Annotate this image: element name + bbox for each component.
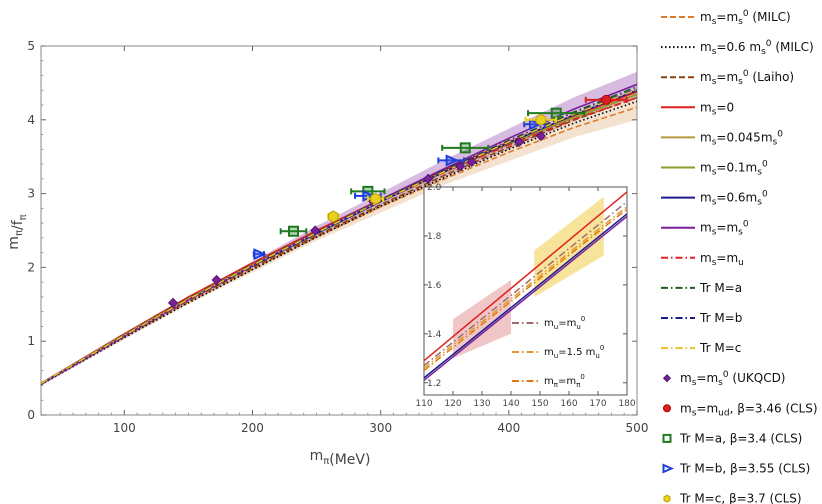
inset-y-tick-label: 1.2	[427, 379, 441, 389]
inset-x-tick-label: 170	[589, 399, 606, 409]
marker-fill	[446, 155, 457, 165]
x-tick-label: 300	[369, 421, 392, 435]
inset-x-tick-label: 150	[531, 399, 548, 409]
point-tr-m-a-beta-3-4-cls	[459, 142, 471, 154]
inset-x-tick-label: 110	[415, 399, 432, 409]
point-tr-m-a-beta-3-4-cls	[287, 225, 299, 237]
legend-marker-tr-m-b-beta-3-55-cls	[662, 463, 674, 474]
x-tick-label: 500	[626, 421, 649, 435]
point-ms-ms0-ukqcd	[211, 274, 222, 286]
inset-y-tick-label: 1.6	[427, 281, 442, 291]
legend-label-ms-ms0: ms=ms0	[700, 220, 749, 238]
legend-label-tr-m-c: Tr M=c	[699, 341, 741, 355]
legend-label-ms-mud-beta-3-46-cls: ms=mud, β=3.46 (CLS)	[680, 401, 818, 418]
inset-x-tick-label: 180	[618, 399, 635, 409]
point-tr-m-b-beta-3-55-cls	[528, 118, 543, 131]
point-ms-ms0-ukqcd	[310, 225, 321, 236]
legend-label-ms-0-6-ms0-milc: ms=0.6 ms0 (MILC)	[700, 39, 814, 57]
marker-fill	[363, 186, 373, 196]
y-tick-label: 5	[27, 39, 35, 53]
inset-frame	[423, 186, 628, 396]
x-tick-label: 100	[113, 421, 136, 435]
legend-label-ms-0: ms=0	[700, 100, 734, 117]
y-tick-label: 1	[27, 334, 35, 348]
legend-marker-ms-mud-beta-3-46-cls	[663, 404, 671, 413]
x-axis-title: mπ(MeV)	[310, 448, 371, 468]
legend-marker-ms-ms0-ukqcd	[662, 374, 672, 383]
legend-label-ms-0-1ms0: ms=0.1ms0	[700, 160, 768, 178]
inset-y-tick-label: 2.0	[427, 183, 442, 193]
legend-label-ms-ms0-ukqcd: ms=ms0 (UKQCD)	[680, 370, 786, 388]
inset-x-tick-label: 140	[502, 399, 519, 409]
legend-marker-tr-m-c-beta-3-7-cls	[663, 494, 671, 503]
y-axis-title: mπ/fπ	[6, 214, 29, 249]
legend: ms=ms0 (MILC) ms=0.6 ms0 (MILC) ms=ms0 (La…	[661, 9, 818, 504]
legend-label-ms-ms0-laiho: ms=ms0 (Laiho)	[700, 69, 794, 87]
point-tr-m-c-beta-3-7-cls	[328, 210, 339, 223]
legend-label-ms-ms0-milc: ms=ms0 (MILC)	[700, 9, 791, 27]
legend-label-ms-0-6ms0: ms=0.6ms0	[700, 190, 768, 208]
legend-label-ms-mu: ms=mu	[700, 251, 744, 268]
marker-fill	[551, 108, 561, 118]
x-tick-label: 200	[241, 421, 264, 435]
marker-fill	[460, 143, 470, 153]
marker-fill	[529, 119, 540, 129]
legend-label-tr-m-b-beta-3-55-cls: Tr M=b, β=3.55 (CLS)	[679, 462, 810, 476]
y-tick-label: 0	[27, 408, 35, 422]
inset-legend-label-mu-mu0: mu=mu0	[544, 315, 585, 331]
point-ms-ms0-ukqcd	[466, 156, 477, 167]
inset-series-ms-0-6ms0-inset	[424, 215, 627, 381]
legend-label-tr-m-a-beta-3-4-cls: Tr M=a, β=3.4 (CLS)	[679, 431, 802, 445]
y-tick-label: 2	[27, 260, 35, 274]
point-ms-mud-beta-3-46-cls	[601, 94, 612, 105]
inset-lines	[424, 191, 627, 381]
y-tick-label: 4	[27, 113, 35, 127]
inset-x-tick-label: 160	[560, 399, 577, 409]
inset-series-ms-0-inset	[424, 191, 627, 362]
series-ms-0-6-ms0-milc	[41, 100, 637, 386]
marker-fill	[288, 226, 298, 236]
legend-marker-tr-m-a-beta-3-4-cls	[662, 433, 672, 443]
band-milc-band	[41, 94, 637, 385]
point-tr-m-c-beta-3-7-cls	[370, 192, 381, 205]
inset-x-tick-label: 120	[444, 399, 461, 409]
inset-x-tick-label: 130	[473, 399, 490, 409]
legend-label-tr-m-a: Tr M=a	[699, 281, 742, 295]
inset-legend: mu=mu0 mu=1.5 mu0 mπ=mπ0	[512, 315, 604, 389]
point-ms-ms0-ukqcd	[167, 297, 179, 308]
point-tr-m-c-beta-3-7-cls	[535, 113, 547, 126]
legend-label-tr-m-b: Tr M=b	[699, 311, 742, 325]
point-ms-ms0-ukqcd	[455, 161, 466, 172]
inset-band-yellow-band	[534, 196, 604, 298]
y-tick-label: 3	[27, 187, 35, 201]
inset-y-tick-label: 1.4	[427, 330, 442, 340]
point-ms-ms0-ukqcd	[535, 130, 546, 142]
main-points	[167, 94, 628, 308]
main-ticks: 100 200 300 400 500 0 1 2 3 4 5	[27, 39, 648, 435]
legend-label-tr-m-c-beta-3-7-cls: Tr M=c, β=3.7 (CLS)	[679, 492, 802, 504]
point-tr-m-b-beta-3-55-cls	[445, 154, 460, 167]
inset-ticks: 110 120 130 140 150 160 170 180 1.2 1.4 1.6 1.8 2.0	[415, 183, 635, 409]
inset-y-tick-label: 1.8	[427, 232, 442, 242]
point-tr-m-b-beta-3-55-cls	[253, 248, 267, 261]
point-ms-ms0-ukqcd	[423, 173, 434, 184]
x-tick-label: 400	[497, 421, 520, 435]
inset-legend-label-mu-1-5-mu0: mu=1.5 mu0	[544, 344, 604, 360]
marker-fill	[254, 249, 265, 259]
point-ms-ms0-ukqcd	[514, 136, 525, 148]
inset-series-ms-ms0-inset	[424, 213, 627, 379]
inset-legend-label-mpi-mpi0: mπ=mπ0	[544, 373, 585, 389]
legend-label-ms-0-045ms0: ms=0.045ms0	[700, 129, 783, 147]
series-tr-m-c	[41, 88, 637, 384]
